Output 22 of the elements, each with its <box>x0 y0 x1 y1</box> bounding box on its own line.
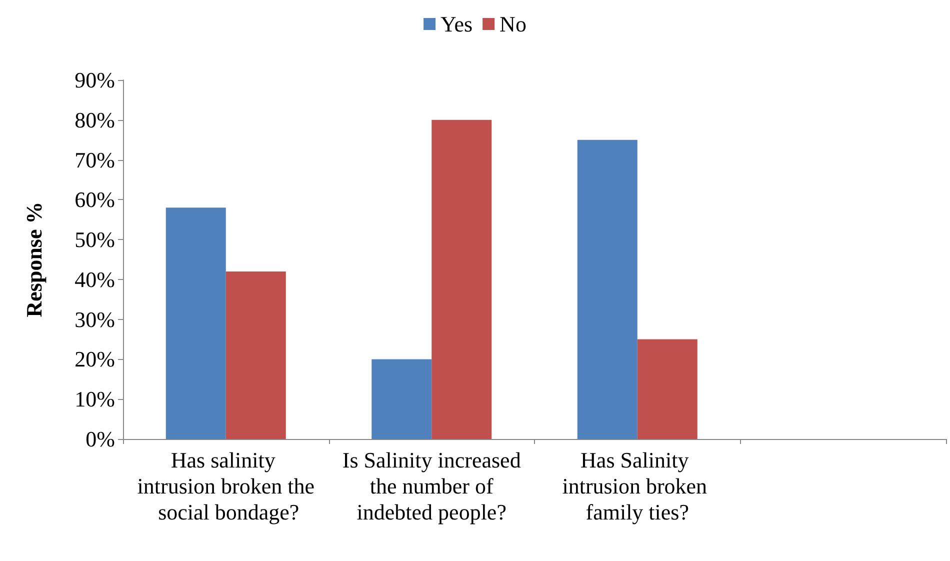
legend-label: Yes <box>440 12 473 36</box>
y-tick-label: 30% <box>74 306 115 332</box>
x-tick-label: Has Salinity intrusion broken family ties? <box>562 448 713 524</box>
y-tick-label: 80% <box>74 107 115 132</box>
y-tick-label: 0% <box>86 426 115 452</box>
bar <box>637 339 698 439</box>
y-tick-label: 20% <box>74 346 115 372</box>
bar <box>166 208 226 439</box>
y-tick-label: 90% <box>74 68 115 92</box>
y-tick-label: 70% <box>74 147 115 172</box>
bar <box>226 271 286 439</box>
bar <box>372 359 432 439</box>
bar <box>577 140 638 439</box>
bar <box>432 120 492 439</box>
legend-label: No <box>500 12 526 36</box>
y-tick-label: 10% <box>74 386 115 412</box>
y-axis-title: Response % <box>22 202 46 318</box>
y-tick-label: 50% <box>74 227 115 252</box>
y-tick-label: 40% <box>74 266 115 292</box>
x-tick-label: Is Salinity increased the number of indebted people? <box>342 448 521 524</box>
y-tick-label: 60% <box>74 187 115 212</box>
x-tick-label: Has salinity intrusion broken the social bondage? <box>137 448 314 524</box>
